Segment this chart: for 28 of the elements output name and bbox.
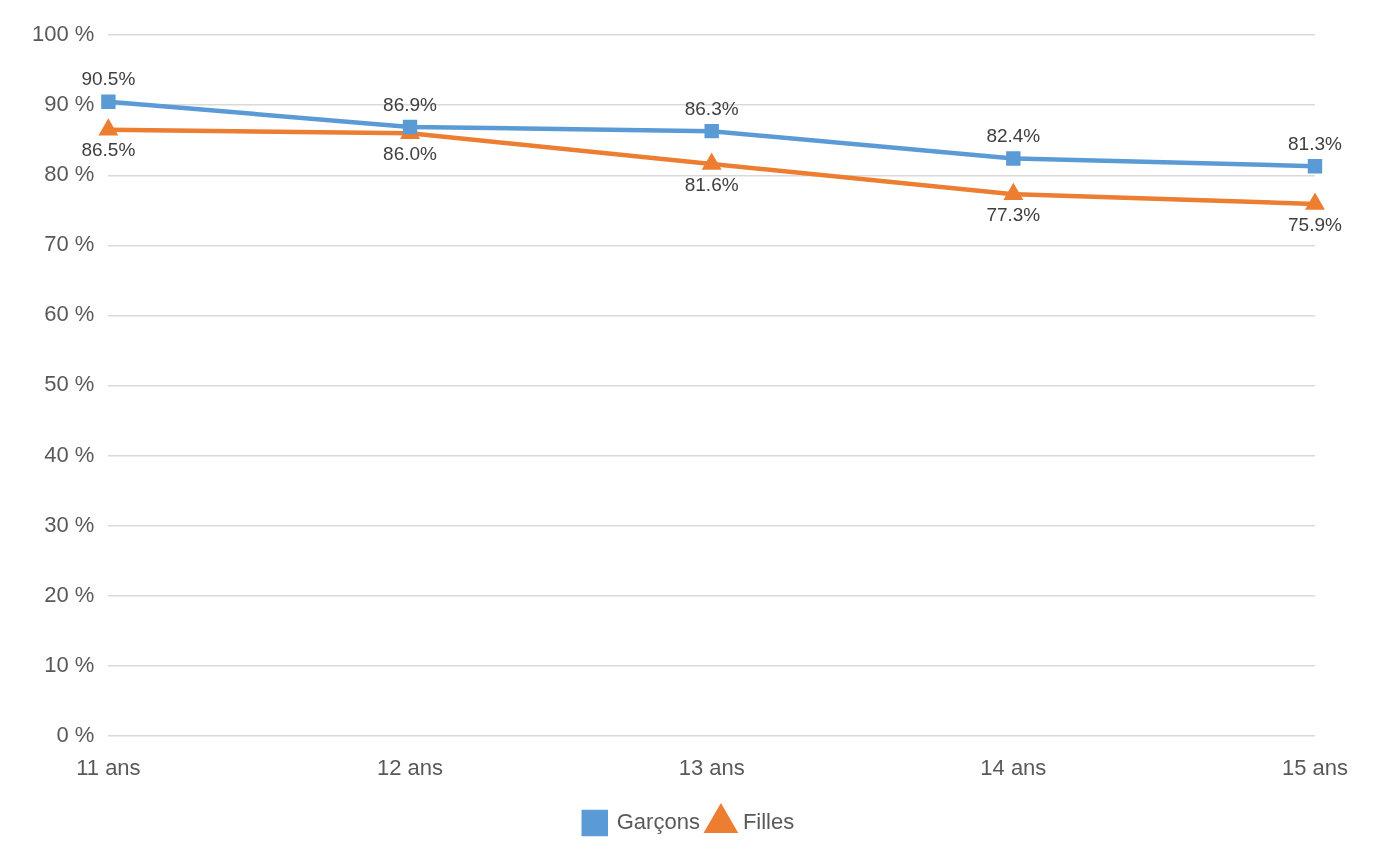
data-label: 86.0% [383,142,438,164]
y-tick-label: 70 % [44,231,95,257]
x-tick-label: 13 ans [678,754,745,780]
y-tick-label: 90 % [44,91,95,117]
y-tick-label: 20 % [44,581,95,607]
x-tick-label: 14 ans [980,754,1047,780]
x-tick-label: 11 ans [76,754,141,780]
y-tick-label: 10 % [44,651,95,677]
y-tick-label: 50 % [44,371,95,397]
y-tick-label: 40 % [44,441,95,467]
y-tick-label: 100 % [31,21,95,47]
data-label: 81.3% [1288,132,1343,154]
data-label: 77.3% [986,203,1041,225]
y-tick-label: 80 % [44,161,95,187]
data-label: 90.5% [81,68,136,90]
data-label: 86.5% [81,139,136,161]
data-label: 82.4% [986,125,1041,147]
legend-label: Garçons [616,809,700,835]
data-label: 75.9% [1288,213,1343,235]
y-tick-label: 0 % [56,721,95,747]
data-label: 86.3% [684,97,739,119]
y-tick-label: 60 % [44,301,95,327]
data-label: 81.6% [684,173,739,195]
legend-label: Filles [742,809,795,835]
x-tick-label: 15 ans [1281,754,1348,780]
x-tick-label: 12 ans [377,754,444,780]
data-label: 86.9% [383,93,438,115]
y-tick-label: 30 % [44,511,95,537]
